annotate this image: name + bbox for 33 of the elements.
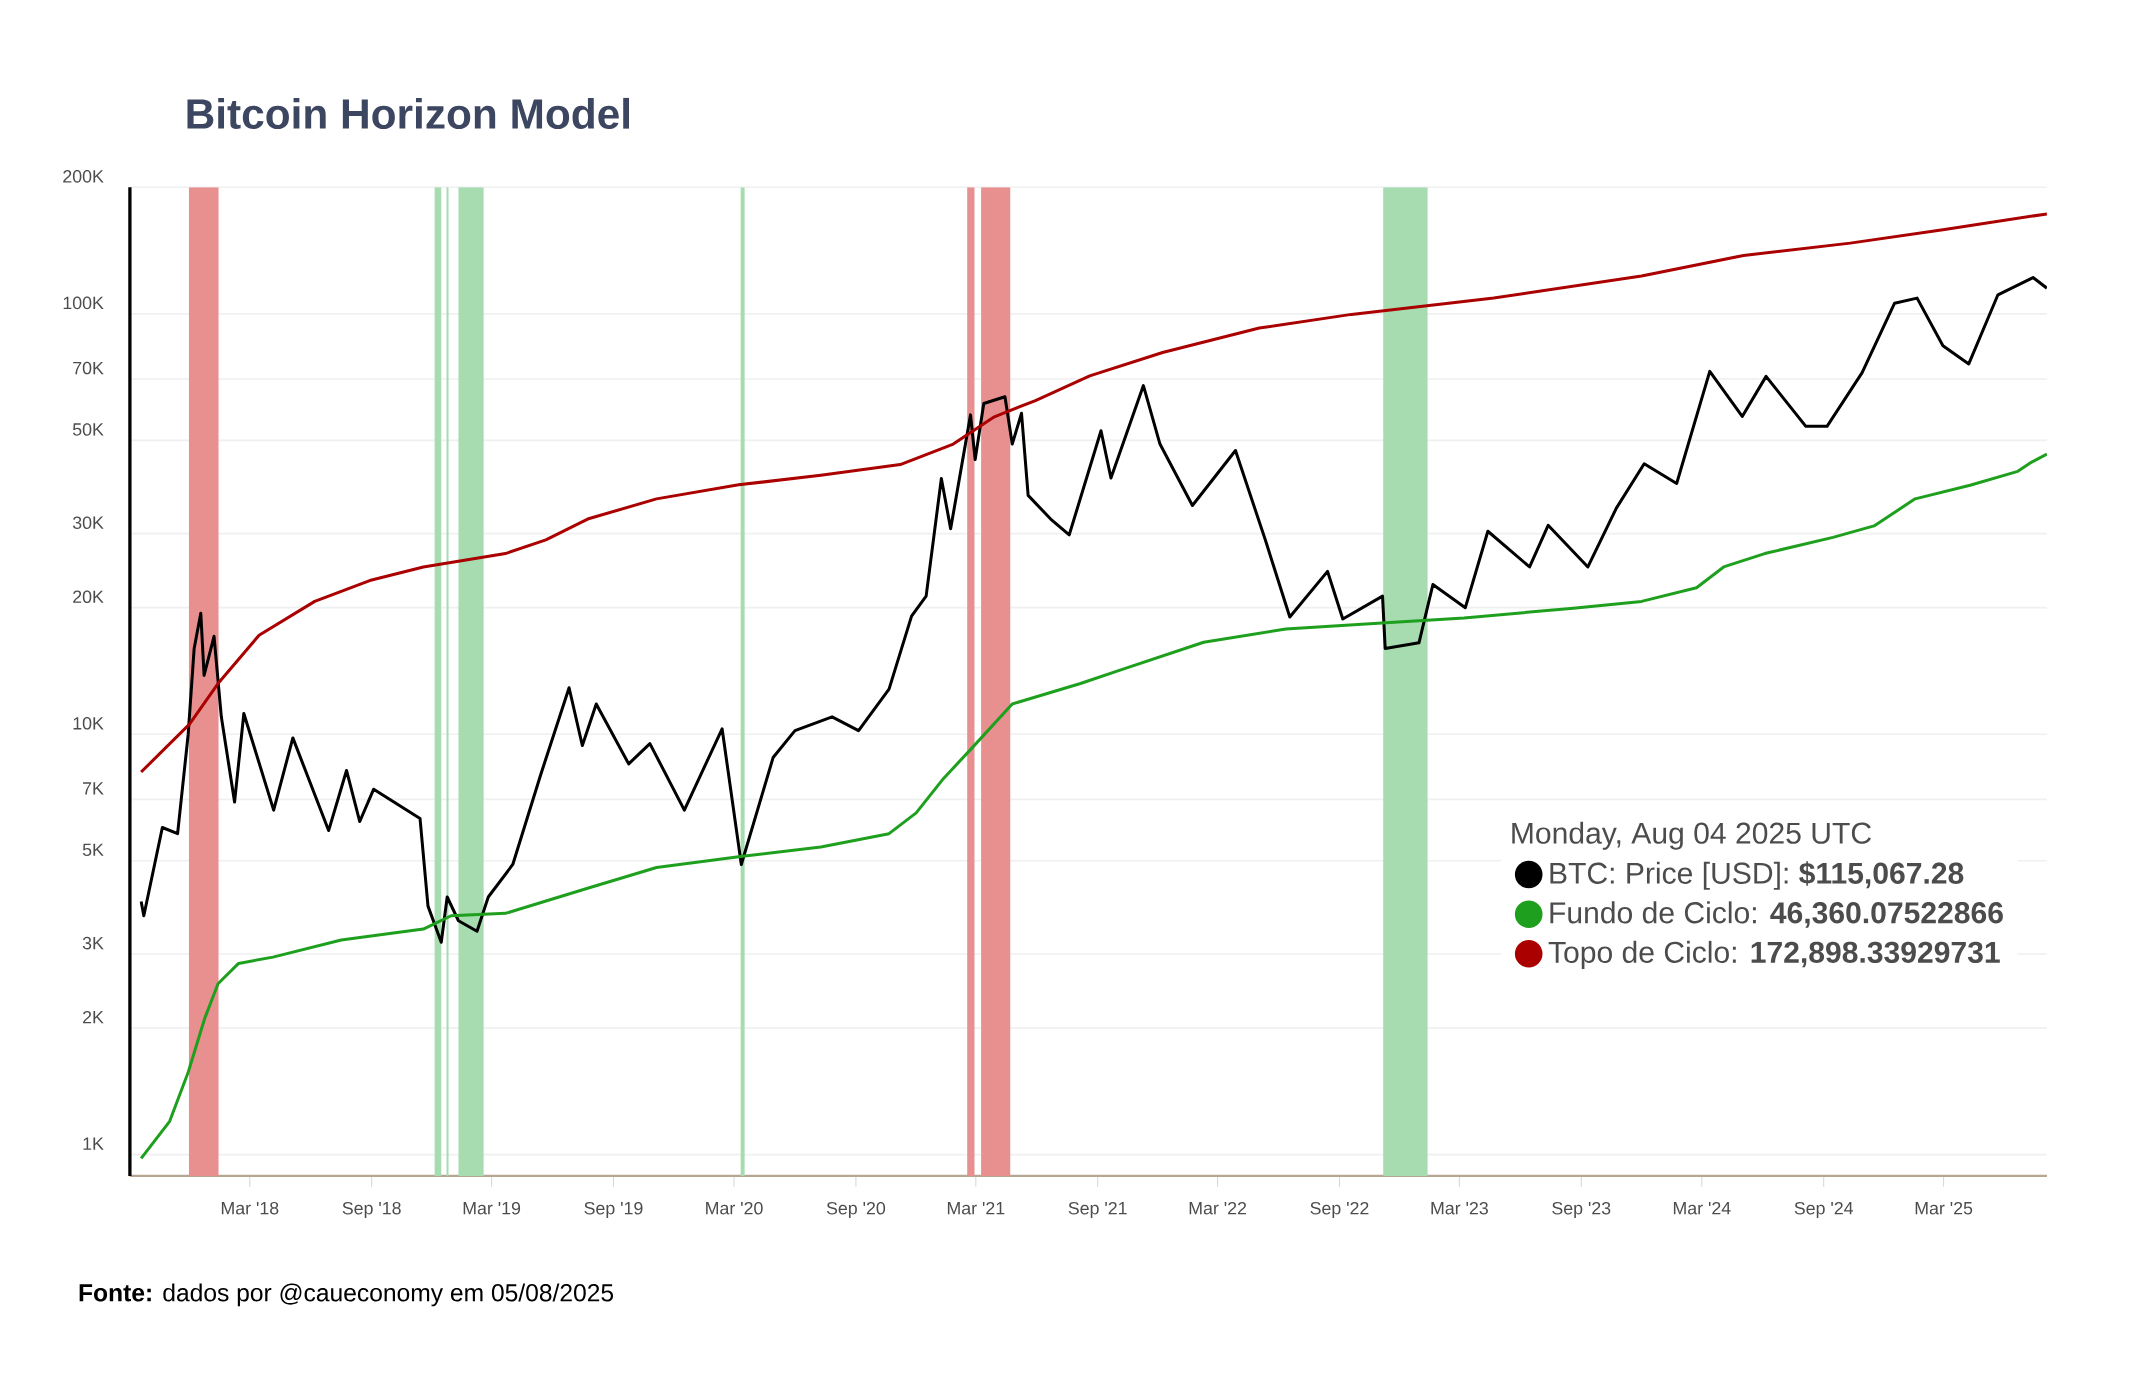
x-tick-label: Sep '18 (342, 1201, 401, 1218)
y-tick-label: 200K (63, 170, 104, 183)
x-tick-label: Mar '18 (221, 1201, 279, 1215)
legend-label: Topo de Ciclo: 172,898.33929731 (1548, 940, 2000, 969)
chart-title: Bitcoin Horizon Model (187, 97, 630, 129)
x-tick-label: Mar '24 (1673, 1201, 1731, 1215)
y-tick-label: 1K (83, 1137, 104, 1150)
y-tick-label: 30K (72, 516, 104, 529)
x-tick-label: Mar '23 (1431, 1201, 1488, 1215)
x-tick-label: Mar '19 (463, 1201, 521, 1215)
text: Fonte: dados por @caueconomy em 05/08/2025 (79, 1283, 614, 1307)
y-tick-label: 100K (63, 296, 104, 310)
y-tick-label: 2K (83, 1010, 104, 1024)
x-tick-label: Sep '21 (1068, 1201, 1127, 1218)
y-tick-label: 3K (82, 936, 104, 950)
x-tick-label: Sep '24 (1794, 1201, 1854, 1218)
legend-title: Monday, Aug 04 2025 UTC (1512, 821, 1871, 850)
x-tick-label: Mar '21 (947, 1201, 1005, 1215)
x-tick-label: Sep '22 (1310, 1201, 1369, 1218)
x-tick-label: Sep '20 (826, 1201, 886, 1218)
y-tick-label: 20K (73, 590, 104, 603)
x-tick-label: Sep '23 (1552, 1201, 1611, 1218)
x-tick-label: Sep '19 (584, 1201, 643, 1218)
y-tick-label: 7K (83, 782, 104, 795)
legend-label: Fundo de Ciclo: 46,360.07522866 (1550, 901, 2003, 928)
legend-label: BTC: Price [USD]: $115,067.28 (1550, 861, 1964, 890)
x-tick-label: Mar '25 (1915, 1201, 1973, 1215)
y-tick-label: 10K (73, 716, 104, 730)
y-tick-label: 70K (73, 361, 104, 375)
y-tick-label: 50K (72, 423, 104, 436)
x-tick-label: Mar '20 (706, 1201, 763, 1215)
x-tick-label: Mar '22 (1189, 1201, 1247, 1215)
y-tick-label: 5K (82, 843, 104, 856)
